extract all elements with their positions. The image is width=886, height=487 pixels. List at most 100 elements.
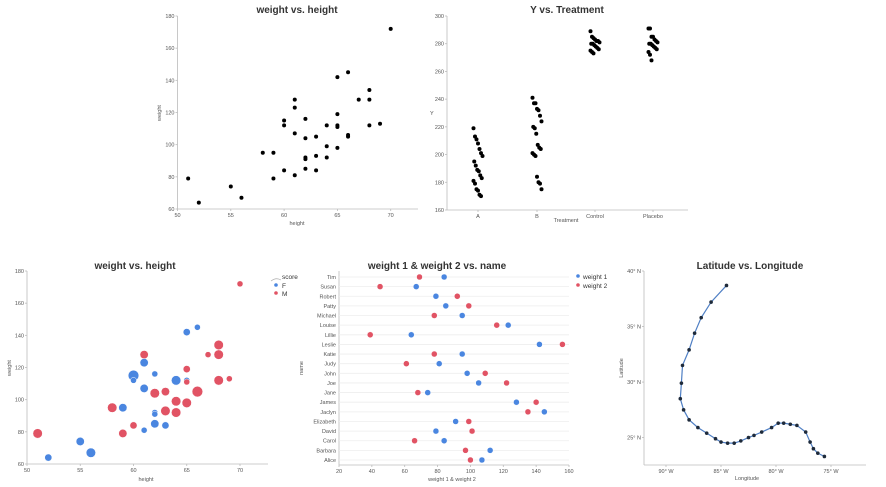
chart2-point [538,181,542,186]
chart3-x-tick-label: 50 [24,468,30,474]
chart4-point-weight2 [465,418,473,425]
chart2-point [648,52,652,57]
legend-m-marker [274,291,278,295]
chart4-point-weight1 [440,437,448,444]
chart2-x-tick-label: Placebo [643,214,663,220]
chart3-bubble-F [161,421,170,430]
chart5-point [769,425,774,430]
chart3-bubble-F [151,370,159,378]
chart5-x-tick-label: 75° W [823,469,839,475]
chart5-point [713,436,718,441]
chart5-xlabel: Longitude [735,476,759,482]
chart3-legend-m[interactable]: M [282,291,287,298]
chart1-y-tick-label: 60 [168,207,174,213]
chart1-point [303,136,308,141]
chart4-x-tick-label: 20 [336,469,342,475]
chart4-point-weight2 [468,427,476,435]
chart2-point [539,187,544,192]
chart4-point-weight1 [486,447,494,454]
chart2-point [649,58,654,63]
chart5-x-tick-label: 85° W [713,469,729,475]
chart4-point-weight1 [440,273,448,281]
chart3-y-tick-label: 160 [15,301,24,307]
chart2-y-tick-label: 200 [435,153,444,159]
legend-weight1-marker [576,274,580,278]
chart4-point-weight1 [536,341,543,348]
chart1-point [292,131,297,136]
chart5-point [752,433,756,438]
chart1-point [292,97,297,102]
chart5-title: Latitude vs. Longitude [697,261,804,272]
chart3-legend-f[interactable]: F [282,283,286,290]
chart1-point [388,26,393,31]
chart3-bubble-M [171,407,182,418]
chart4-point-weight2 [414,389,422,396]
chart3-bubble-M [191,386,203,398]
chart3-bubble-F [44,453,53,462]
chart3-ylabel: weight [7,360,13,377]
chart1-point [356,97,361,102]
chart1-point [335,145,340,150]
chart2-point [532,126,537,131]
chart4-point-weight1 [541,408,548,416]
chart3-bubble-M [213,339,224,350]
chart5-point [811,446,816,451]
chart3-bubble-F [182,328,191,336]
chart1-y-tick-label: 140 [165,78,174,84]
chart1-x-tick-label: 65 [334,213,340,219]
chart5-point [692,331,697,335]
chart2-point [648,26,652,31]
chart4-legend-weight1[interactable]: weight 1 [582,274,608,281]
chart4-name-label: James [320,400,336,406]
chart5-point [724,283,729,288]
chart4-legend-weight2[interactable]: weight 2 [582,283,608,290]
chart5-point [687,418,691,422]
chart4-name-label: David [322,429,336,435]
chart1-y-tick-label: 100 [165,143,174,149]
chart2-y-tick-label: 160 [435,208,444,214]
chart4-name-label: Robert [319,294,336,300]
chart4-x-tick-label: 140 [532,469,541,475]
chart4-point-weight1 [432,293,440,300]
chart3-bubble-M [32,428,43,439]
chart2-point [474,137,479,142]
chart2-point [535,174,539,179]
chart2-point [588,29,593,34]
chart1-point [303,116,308,121]
chart4-name-label: Michael [317,314,336,320]
chart4-point-weight2 [411,437,418,444]
chart1-ylabel: weight [157,105,163,122]
chart4-name-label: Alice [324,458,336,464]
chart5-point [709,300,713,304]
chart2-x-tick-label: A [476,214,480,220]
chart4-point-weight1 [432,427,440,435]
chart4-name-label: Jaclyn [320,410,336,416]
chart5-point [687,348,691,352]
chart1-point [335,75,340,80]
chart4-point-weight1 [475,379,482,387]
chart1-point [314,134,319,139]
chart1-point [314,153,319,158]
chart5-point [681,408,686,412]
chart2-y-tick-label: 240 [435,97,444,103]
chart4-x-tick-label: 160 [564,469,573,475]
chart4-point-weight2 [467,456,474,464]
chart3-bubble-M [236,280,244,288]
chart2-point [597,40,602,45]
chart1-point [314,168,319,173]
chart1-point [282,118,287,123]
chart4-point-weight1 [513,398,520,406]
chart5-point [732,441,736,445]
chart5-point [808,440,812,444]
chart4-name-label: Leslie [322,342,336,348]
chart2-point [539,119,544,124]
legend-weight2-marker [576,283,580,287]
chart5-x-tick-label: 90° W [658,469,674,475]
chart3-bubble-M [107,402,118,413]
chart3-y-tick-label: 60 [18,462,24,468]
chart4-point-weight1 [408,331,415,339]
chart2-point [471,126,476,131]
chart1-x-tick-label: 60 [281,213,287,219]
chart2-point [536,108,541,113]
chart3-y-tick-label: 80 [18,430,24,436]
